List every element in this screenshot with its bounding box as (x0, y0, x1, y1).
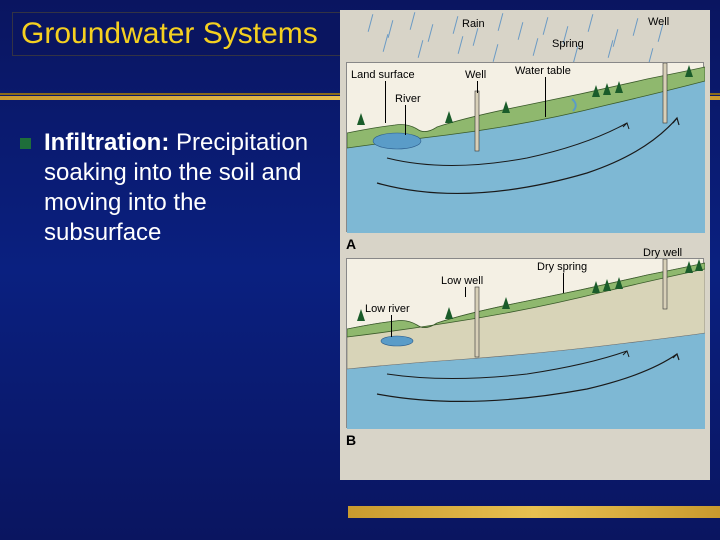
diagram-container: Rain Spring Well (340, 10, 710, 480)
label-land-surface: Land surface (351, 69, 415, 81)
label-low-river: Low river (365, 303, 410, 315)
panel-a-svg (347, 63, 705, 233)
label-spring: Spring (552, 38, 584, 50)
bullet-term: Infiltration: (44, 129, 169, 156)
line-land-surface (385, 81, 386, 123)
panel-a-label: A (346, 236, 356, 252)
label-water-table: Water table (515, 65, 571, 77)
line-low-well (465, 287, 466, 297)
label-rain: Rain (462, 18, 485, 30)
label-river: River (395, 93, 421, 105)
line-dry-spring (563, 273, 564, 293)
label-well-a: Well (465, 69, 486, 81)
line-water-table (545, 77, 546, 117)
panel-b-svg (347, 259, 705, 429)
diagram-panel-a: Land surface River Well Water table (346, 62, 704, 232)
label-well-top: Well (648, 16, 669, 28)
title-bar: Groundwater Systems (12, 12, 342, 56)
label-dry-well: Dry well (643, 247, 682, 259)
bullet-square-icon (20, 138, 31, 149)
line-river (405, 105, 406, 135)
panel-b-label: B (346, 432, 356, 448)
line-well-a (477, 81, 478, 93)
bottom-accent-bar (348, 506, 720, 518)
slide-title: Groundwater Systems (21, 17, 318, 51)
line-low-river (391, 315, 392, 337)
body-text-block: Infiltration: Precipitation soaking into… (44, 128, 324, 248)
diagram-panel-b: Low river Low well Dry spring Dry well (346, 258, 704, 428)
label-dry-spring: Dry spring (537, 261, 587, 273)
label-low-well: Low well (441, 275, 483, 287)
